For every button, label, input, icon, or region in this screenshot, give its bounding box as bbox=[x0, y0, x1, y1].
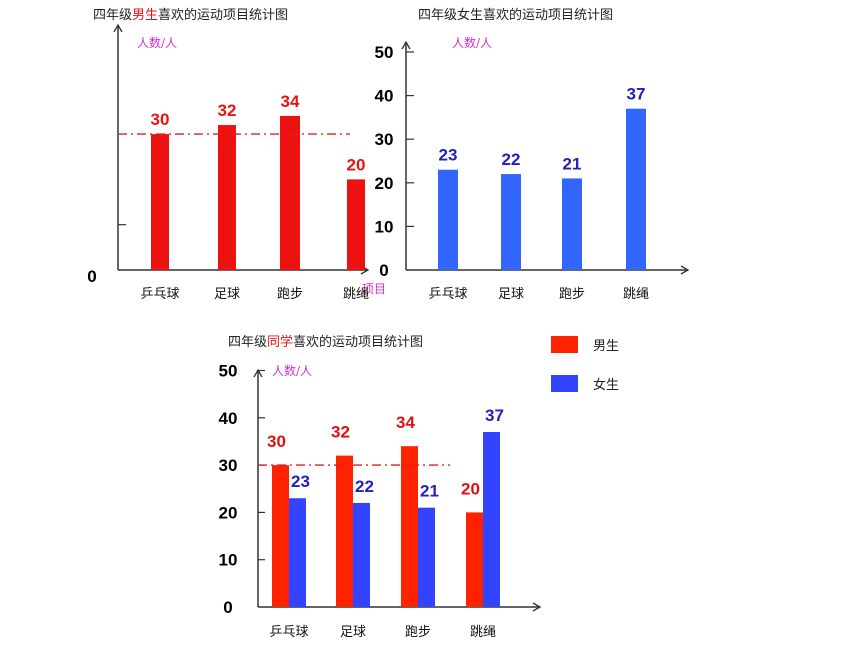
bar-value-label: 32 bbox=[218, 101, 237, 120]
y-axis-arrow bbox=[113, 23, 123, 33]
bar-value-label: 20 bbox=[347, 155, 366, 174]
y-tick-label: 40 bbox=[219, 409, 238, 428]
y-tick-label: 20 bbox=[219, 503, 238, 522]
y-axis-arrow bbox=[401, 40, 411, 50]
legend-swatch bbox=[551, 375, 578, 392]
bar bbox=[418, 507, 435, 607]
chart-title: 四年级女生喜欢的运动项目统计图 bbox=[418, 7, 613, 23]
bar bbox=[501, 174, 521, 270]
bar-value-label: 22 bbox=[502, 150, 521, 169]
chart-title-part: 男生 bbox=[132, 8, 158, 23]
y-tick-label: 30 bbox=[375, 130, 394, 149]
x-axis-arrow bbox=[532, 602, 542, 612]
legend-label: 男生 bbox=[593, 339, 619, 354]
x-tick-label: 跑步 bbox=[559, 287, 585, 302]
x-axis-arrow bbox=[680, 265, 690, 275]
y-tick-label: 0 bbox=[87, 267, 96, 286]
chart-title-part: 同学 bbox=[267, 334, 293, 350]
bar bbox=[562, 178, 582, 270]
chart-title-part: 四年级 bbox=[93, 8, 132, 23]
y-tick-label: 0 bbox=[223, 598, 232, 617]
y-tick-label: 30 bbox=[219, 456, 238, 475]
bar bbox=[218, 125, 236, 270]
bar bbox=[347, 179, 365, 270]
bar bbox=[280, 115, 300, 270]
bar-value-label: 30 bbox=[267, 432, 286, 451]
x-axis-label: 项目 bbox=[362, 282, 386, 296]
bar bbox=[401, 446, 418, 607]
x-tick-label: 乒乓球 bbox=[269, 625, 308, 640]
x-tick-label: 跳绳 bbox=[343, 287, 369, 302]
y-tick-label: 50 bbox=[375, 43, 394, 62]
x-tick-label: 乒乓球 bbox=[140, 287, 179, 302]
chart-title: 四年级同学喜欢的运动项目统计图 bbox=[228, 334, 423, 350]
y-tick-label: 20 bbox=[375, 174, 394, 193]
bar bbox=[336, 455, 353, 607]
y-axis-unit-label: 人数/人 bbox=[137, 35, 177, 50]
y-tick-label: 40 bbox=[375, 87, 394, 106]
y-tick-label: 10 bbox=[375, 217, 394, 236]
bar bbox=[438, 169, 458, 270]
y-tick-label: 10 bbox=[219, 551, 238, 570]
bar-value-label: 23 bbox=[439, 146, 458, 165]
bar-value-label: 32 bbox=[331, 423, 350, 442]
bar-value-label: 21 bbox=[563, 154, 582, 173]
bar bbox=[626, 108, 646, 271]
bar-value-label: 30 bbox=[151, 110, 170, 129]
x-tick-label: 足球 bbox=[214, 287, 240, 302]
bar bbox=[272, 465, 289, 607]
chart-title-part: 喜欢的运动项目统计图 bbox=[293, 334, 423, 350]
bar-value-label: 23 bbox=[291, 472, 310, 491]
x-tick-label: 跑步 bbox=[277, 287, 303, 302]
chart-title: 四年级男生喜欢的运动项目统计图 bbox=[93, 7, 288, 23]
bar bbox=[483, 431, 500, 607]
bar bbox=[289, 498, 306, 607]
bar-value-label: 34 bbox=[281, 92, 300, 111]
x-tick-label: 乒乓球 bbox=[428, 287, 467, 302]
x-tick-label: 跑步 bbox=[405, 625, 431, 640]
bar-value-label: 37 bbox=[485, 406, 504, 425]
x-tick-label: 跳绳 bbox=[623, 287, 649, 302]
chart-title-part: 四年级 bbox=[228, 335, 267, 350]
bar bbox=[466, 512, 483, 607]
bar-value-label: 34 bbox=[396, 413, 415, 432]
legend-label: 女生 bbox=[593, 377, 619, 393]
y-tick-label: 50 bbox=[219, 362, 238, 381]
chart-title-part: 四年级女生喜欢的运动项目统计图 bbox=[418, 7, 613, 23]
bar-value-label: 22 bbox=[355, 477, 374, 496]
y-axis-unit-label: 人数/人 bbox=[272, 363, 312, 378]
bar bbox=[353, 502, 370, 607]
x-tick-label: 足球 bbox=[498, 287, 524, 302]
y-tick-label: 0 bbox=[379, 261, 388, 280]
y-axis-unit-label: 人数/人 bbox=[452, 35, 492, 50]
chart-title-part: 喜欢的运动项目统计图 bbox=[158, 7, 288, 23]
bar-value-label: 20 bbox=[461, 479, 480, 498]
bar bbox=[151, 134, 169, 270]
bar-value-label: 21 bbox=[420, 482, 439, 501]
x-tick-label: 足球 bbox=[340, 625, 366, 640]
x-tick-label: 跳绳 bbox=[470, 625, 496, 640]
legend-swatch bbox=[551, 336, 578, 353]
bar-value-label: 37 bbox=[627, 85, 646, 104]
